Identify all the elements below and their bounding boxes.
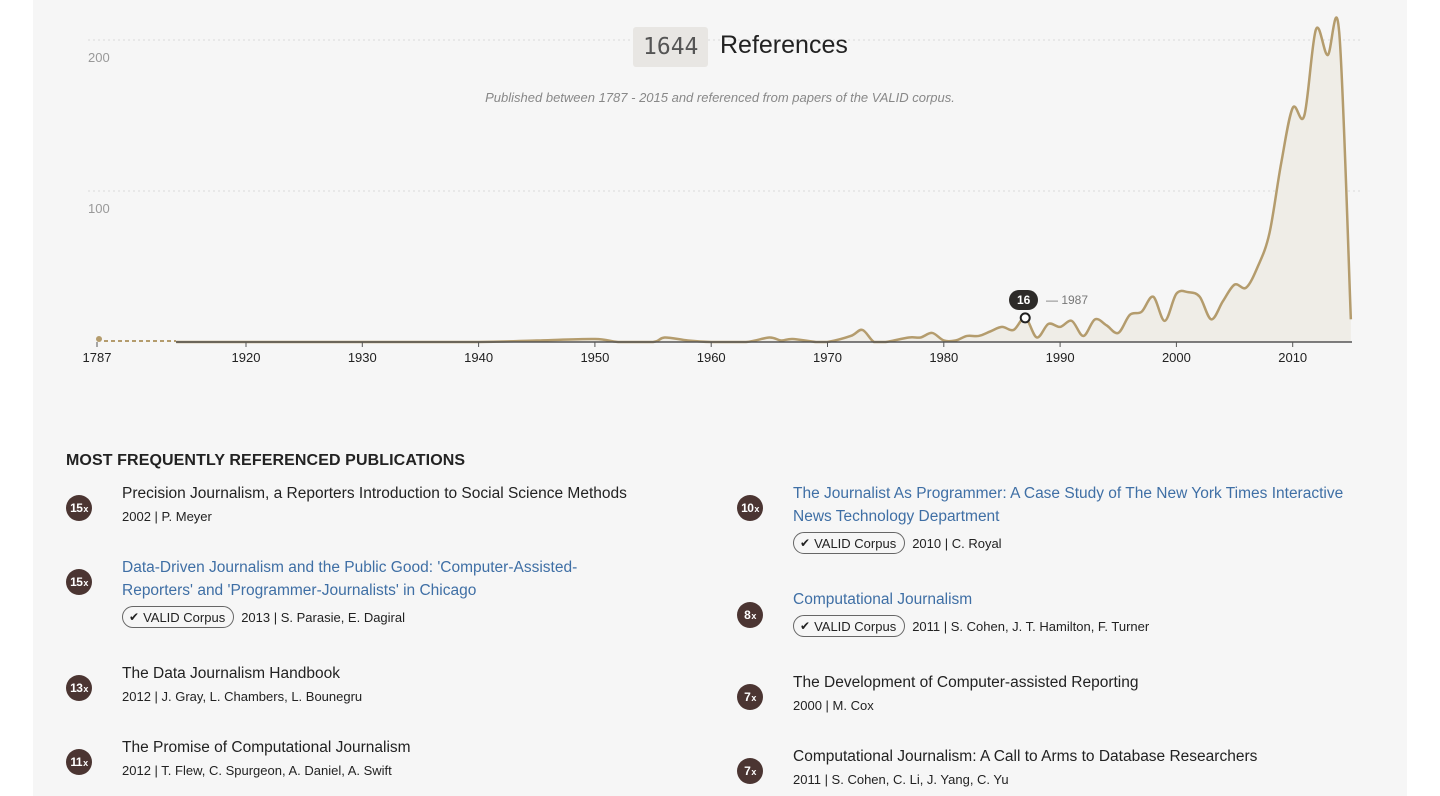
publication-item: 10x The Journalist As Programmer: A Case… (737, 482, 1377, 554)
chart-area (176, 17, 1351, 342)
chart-x-tick-label: 1970 (813, 350, 842, 365)
publication-item: 13x The Data Journalism Handbook 2012 | … (66, 662, 646, 704)
chart-tooltip-value: 16 (1009, 290, 1039, 310)
publication-title: The Promise of Computational Journalism (122, 739, 411, 756)
references-timeline-chart: 200 100 1787 1920 1930 1940 1950 1960 1970 1980 1… (83, 16, 1363, 365)
reference-count: 1644 (633, 27, 709, 67)
chart-subtitle: Published between 1787 - 2015 and refere… (485, 90, 955, 105)
valid-corpus-tag[interactable]: ✔ VALID Corpus (122, 606, 235, 628)
publication-title: Computational Journalism: A Call to Arms… (793, 748, 1258, 765)
publication-title-link[interactable]: Computational Journalism (793, 591, 973, 608)
section-title: MOST FREQUENTLY REFERENCED PUBLICATIONS (66, 452, 466, 469)
reference-count-badge: 11x (66, 749, 92, 775)
publication-meta: 2010 | C. Royal (912, 535, 1002, 551)
publication-item: 11x The Promise of Computational Journal… (66, 736, 646, 778)
publication-title: The Development of Computer-assisted Rep… (793, 674, 1139, 691)
chart-x-tick-label: 1960 (697, 350, 726, 365)
publication-title-link[interactable]: The Journalist As Programmer: A Case Stu… (793, 485, 1344, 525)
publication-item: 15x Precision Journalism, a Reporters In… (66, 482, 646, 524)
valid-corpus-tag[interactable]: ✔ VALID Corpus (793, 615, 906, 637)
chart-x-tick-label: 1930 (348, 350, 377, 365)
publication-meta: 2012 | T. Flew, C. Spurgeon, A. Daniel, … (122, 763, 392, 778)
chart-x-tick-label: 2010 (1278, 350, 1307, 365)
publication-item: 7x Computational Journalism: A Call to A… (737, 745, 1377, 787)
chart-x-tick-label: 1950 (580, 350, 609, 365)
chart-x-tick-label: 1787 (83, 350, 112, 365)
publication-meta: 2013 | S. Parasie, E. Dagiral (241, 609, 405, 625)
chart-x-tick-label: 1920 (232, 350, 261, 365)
reference-count-badge: 7x (737, 758, 763, 784)
reference-count-badge: 15x (66, 495, 92, 521)
chart-series-line (176, 16, 1353, 344)
publication-meta: 2002 | P. Meyer (122, 509, 212, 524)
publication-meta: 2000 | M. Cox (793, 698, 874, 713)
publication-meta: 2012 | J. Gray, L. Chambers, L. Bounegru (122, 689, 363, 704)
reference-count-badge: 10x (737, 495, 763, 521)
valid-corpus-tag[interactable]: ✔ VALID Corpus (793, 532, 906, 554)
publication-title: Precision Journalism, a Reporters Introd… (122, 485, 627, 502)
publication-title: The Data Journalism Handbook (122, 665, 340, 682)
reference-count-badge: 7x (737, 684, 763, 710)
check-icon: ✔ (129, 610, 140, 624)
chart-start-point (96, 336, 102, 342)
reference-count-label: References (720, 31, 848, 59)
reference-count-badge: 13x (66, 675, 92, 701)
reference-count-badge: 15x (66, 569, 92, 595)
chart-x-tick-label: 2000 (1162, 350, 1191, 365)
chart-hover-point[interactable] (1019, 312, 1031, 324)
references-panel: 200 100 1787 1920 1930 1940 1950 1960 1970 1980 1… (33, 0, 1407, 796)
publication-meta: 2011 | S. Cohen, J. T. Hamilton, F. Turn… (912, 618, 1150, 634)
check-icon: ✔ (800, 536, 811, 550)
chart-tooltip-year: — 1987 (1046, 293, 1089, 307)
publication-item: 8x Computational Journalism ✔ VALID Corpu… (737, 588, 1377, 637)
reference-count-badge: 8x (737, 602, 763, 628)
chart-y-tick-label: 200 (88, 50, 110, 65)
chart-x-tick-label: 1990 (1046, 350, 1075, 365)
publication-meta: 2011 | S. Cohen, C. Li, J. Yang, C. Yu (793, 772, 1009, 787)
chart-y-tick-label: 100 (88, 201, 110, 216)
publication-item: 15x Data-Driven Journalism and the Publi… (66, 556, 646, 628)
publication-item: 7x The Development of Computer-assisted … (737, 671, 1377, 713)
check-icon: ✔ (800, 619, 811, 633)
chart-x-tick-label: 1940 (464, 350, 493, 365)
publication-title-link[interactable]: Data-Driven Journalism and the Public Go… (122, 559, 578, 599)
chart-x-tick-label: 1980 (929, 350, 958, 365)
